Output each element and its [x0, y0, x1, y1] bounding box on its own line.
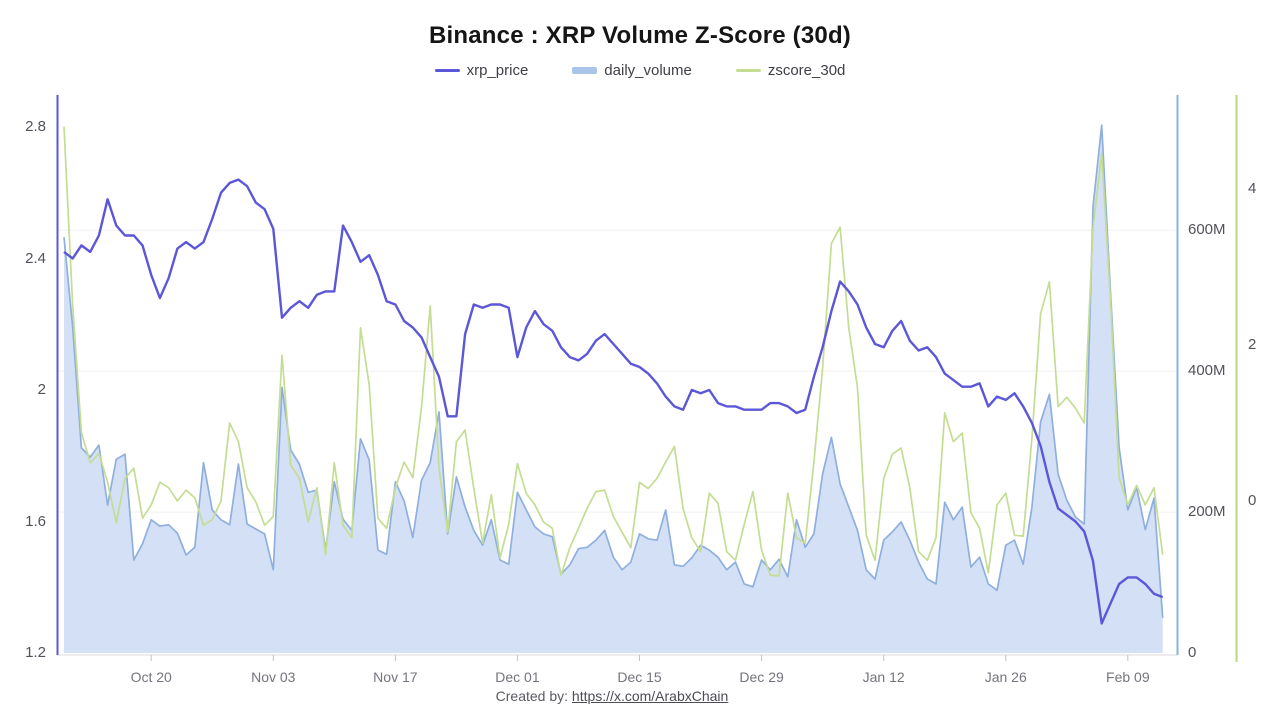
volume-axis-tick-label: 0: [1188, 644, 1197, 661]
x-axis-tick-label: Oct 20: [130, 669, 172, 685]
legend-item-zscore-30d[interactable]: zscore_30d: [735, 62, 846, 79]
x-axis-tick-label: Jan 26: [984, 669, 1027, 685]
x-axis-tick-label: Jan 12: [862, 669, 905, 685]
x-axis-tick-label: Dec 15: [617, 669, 662, 685]
x-axis-tick-label: Nov 03: [251, 669, 296, 685]
footer: Created by: https://x.com/ArabxChain: [57, 688, 1167, 704]
daily-volume-area-icon: [572, 67, 598, 74]
x-axis-tick-label: Dec 01: [495, 669, 540, 685]
volume-axis-tick-label: 600M: [1188, 221, 1226, 239]
volume-axis-tick-label: 400M: [1188, 362, 1226, 380]
price-axis-tick-label: 2: [37, 381, 46, 398]
legend-label-zscore-30d: zscore_30d: [767, 62, 846, 79]
creator-link[interactable]: https://x.com/ArabxChain: [571, 688, 729, 704]
zscore-line-icon: [735, 69, 761, 72]
price-axis-tick-label: 2.8: [25, 118, 46, 135]
xrp-price-line-icon: [434, 69, 460, 72]
zscore-axis-tick-label: 0: [1248, 492, 1257, 509]
chart-title: Binance : XRP Volume Z-Score (30d): [428, 22, 851, 49]
x-axis-tick-label: Feb 09: [1106, 669, 1150, 685]
volume-axis-tick-label: 200M: [1188, 503, 1226, 521]
footer-prefix: Created by:: [495, 688, 569, 704]
legend-item-daily-volume[interactable]: daily_volume: [572, 62, 692, 79]
x-axis-tick-label: Dec 29: [739, 669, 784, 685]
legend-label-xrp-price: xrp_price: [466, 62, 529, 79]
chart-legend: xrp_price daily_volume zscore_30d: [0, 62, 1280, 79]
legend-label-daily-volume: daily_volume: [604, 62, 692, 79]
zscore-axis-tick-label: 4: [1248, 180, 1257, 197]
zscore-axis-tick-label: 2: [1248, 336, 1257, 353]
x-axis-tick-label: Nov 17: [373, 669, 418, 685]
price-axis-tick-label: 1.2: [25, 644, 46, 661]
price-axis-tick-label: 2.4: [25, 249, 46, 267]
legend-item-xrp-price[interactable]: xrp_price: [434, 62, 529, 79]
price-axis-tick-label: 1.6: [25, 512, 46, 530]
